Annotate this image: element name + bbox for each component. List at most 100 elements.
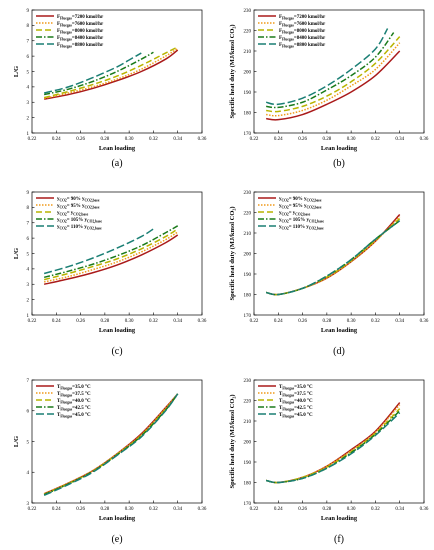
chart-panel-d: 0.22 0.24 0.26 0.28 0.30 0.32 0.34 0.36 170 180 19… [229, 191, 429, 357]
x-tick-label: 0.34 [395, 319, 404, 324]
x-tick-label: 0.32 [371, 319, 380, 324]
legend-subscript: CO2 [282, 226, 289, 230]
y-tick-label: 6 [27, 410, 30, 415]
x-tick-label: 0.36 [198, 137, 207, 142]
legend-text: =8400 kmol/hr [72, 36, 104, 41]
panel-caption: (f) [334, 534, 344, 545]
legend-entry: TFluegas=35.0 °C [279, 385, 313, 391]
chart-panel-a: 0.22 0.24 0.26 0.28 0.30 0.32 0.34 0.36 1 2 3 4 5 6 7 8… [13, 9, 207, 169]
y-tick-label: 5 [27, 440, 30, 445]
legend-entry: yCO2= 90% yCO2,base [57, 197, 100, 203]
legend-symbol: y [57, 204, 60, 209]
panel-caption: (b) [333, 158, 345, 169]
legend-entry: FFluegas=7600 kmol/hr [57, 22, 104, 28]
legend-subscript-2: CO2,base [85, 205, 100, 209]
y-tick-label: 6 [27, 237, 30, 242]
y-tick-label: 7 [27, 40, 30, 45]
legend-entry: FFluegas=8800 kmol/hr [57, 43, 104, 49]
legend-subscript: Fluegas [282, 414, 294, 418]
y-tick-label: 9 [27, 191, 30, 196]
y-tick-label: 200 [244, 252, 252, 257]
x-tick-label: 0.24 [52, 319, 61, 324]
legend-text: = 105% y [67, 218, 88, 223]
legend-subscript: Fluegas [60, 37, 72, 41]
y-axis-label: Specific heat duty (MJ/kmol CO₂) [229, 394, 236, 488]
legend-symbol: y [279, 204, 282, 209]
legend-subscript: Fluegas [60, 44, 72, 48]
legend-symbol: T [279, 406, 283, 411]
x-tick-label: 0.32 [371, 507, 380, 512]
legend-entry: TFluegas=42.5 °C [279, 406, 313, 412]
legend-text: =8400 kmol/hr [294, 36, 326, 41]
legend-entry: yCO2= 95% yCO2,base [279, 204, 322, 210]
x-tick-label: 0.26 [76, 137, 85, 142]
x-tick-label: 0.26 [298, 507, 307, 512]
y-tick-label: 200 [244, 440, 252, 445]
legend-subscript: CO2 [282, 198, 289, 202]
legend-text: =40.0 °C [72, 399, 91, 404]
legend-subscript: Fluegas [282, 393, 294, 397]
legend-entry: yCO2= 90% yCO2,base [279, 197, 322, 203]
legend-subscript: Fluegas [282, 386, 294, 390]
chart-panel-e: 0.22 0.24 0.26 0.28 0.30 0.32 0.34 0.36 3 4 5 6 7 Lea… [13, 379, 207, 545]
series-line-2 [43, 47, 179, 100]
legend-subscript-2: CO2,base [85, 198, 100, 202]
panel-caption: (a) [111, 158, 122, 169]
series-line-3 [43, 228, 179, 281]
y-tick-label: 4 [27, 471, 30, 476]
legend-symbol: T [279, 399, 283, 404]
legend-subscript: CO2 [60, 198, 67, 202]
legend-symbol: y [279, 211, 282, 216]
legend-text: = 95% y [67, 204, 85, 209]
y-tick-label: 3 [27, 283, 30, 288]
legend-text: =45.0 °C [72, 413, 91, 418]
series-line-2 [43, 231, 179, 283]
y-tick-label: 220 [244, 399, 252, 404]
x-tick-label: 0.24 [52, 507, 61, 512]
legend-symbol: y [279, 197, 282, 202]
legend-entry: TFluegas=40.0 °C [279, 399, 313, 405]
legend-symbol: T [279, 392, 283, 397]
legend-symbol: y [279, 218, 282, 223]
legend-text: = 95% y [289, 204, 307, 209]
legend-subscript: Fluegas [282, 407, 294, 411]
x-tick-label: 0.22 [250, 319, 259, 324]
x-tick-label: 0.30 [347, 137, 356, 142]
legend-subscript: Fluegas [282, 30, 294, 34]
legend-entry: TFluegas=35.0 °C [57, 385, 91, 391]
x-tick-label: 0.28 [322, 319, 331, 324]
legend-entry: FFluegas=8000 kmol/hr [279, 29, 326, 35]
legend-subscript: Fluegas [60, 30, 72, 34]
y-tick-label: 3 [27, 502, 30, 507]
legend-entry: TFluegas=37.5 °C [57, 392, 91, 398]
legend-entry: FFluegas=7600 kmol/hr [279, 22, 326, 28]
series-line-3 [43, 46, 179, 99]
series-line-5 [43, 228, 154, 275]
legend-text: = y [67, 211, 74, 216]
series-line-4 [265, 410, 401, 484]
legend-subscript-2: CO2,base [307, 198, 322, 202]
y-tick-label: 190 [244, 91, 252, 96]
legend-text: = y [289, 211, 296, 216]
legend-symbol: F [279, 36, 282, 41]
legend-symbol: T [57, 399, 61, 404]
legend-symbol: y [57, 211, 60, 216]
legend-text: =8800 kmol/hr [294, 43, 326, 48]
legend-subscript: CO2 [282, 212, 289, 216]
legend-text: =7600 kmol/hr [294, 22, 326, 27]
legend-text: =35.0 °C [72, 385, 91, 390]
y-tick-label: 200 [244, 70, 252, 75]
y-tick-label: 210 [244, 50, 252, 55]
series-line-2 [266, 42, 401, 117]
y-tick-label: 6 [27, 55, 30, 60]
legend-entry: yCO2= yCO2,base [279, 211, 311, 217]
legend-text: =45.0 °C [294, 413, 313, 418]
y-tick-label: 230 [244, 379, 252, 384]
legend-subscript: CO2 [60, 212, 67, 216]
y-axis-label: L/G [13, 436, 20, 447]
legend-text: =8000 kmol/hr [72, 29, 104, 34]
